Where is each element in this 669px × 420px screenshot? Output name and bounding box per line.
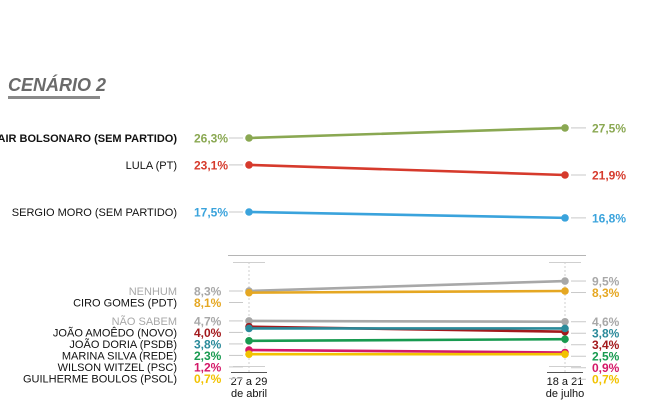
series-line-1 xyxy=(247,163,567,177)
data-point-start xyxy=(245,337,253,345)
start-value-label: 4,0% xyxy=(194,326,222,340)
data-point-start xyxy=(245,288,253,297)
end-value-label: 27,5% xyxy=(592,121,626,135)
series-name-label: SERGIO MORO (SEM PARTIDO) xyxy=(12,207,177,219)
data-point-end xyxy=(561,317,569,326)
series-name-label: JAIR BOLSONARO (SEM PARTIDO) xyxy=(0,133,177,145)
data-point-start xyxy=(245,324,253,333)
x-tick-label-line1: 18 a 21 xyxy=(547,376,584,388)
series-line-5 xyxy=(247,319,567,324)
start-value-label: 23,1% xyxy=(194,158,228,172)
end-value-label: 3,8% xyxy=(592,327,620,341)
series-name-label: NENHUM xyxy=(129,286,177,298)
end-value-label: 9,5% xyxy=(592,275,620,289)
series-line-2 xyxy=(247,210,567,220)
end-value-label: 16,8% xyxy=(592,211,626,225)
data-point-end xyxy=(561,171,569,179)
data-point-end xyxy=(561,124,569,132)
series-name-label: WILSON WITZEL (PSC) xyxy=(58,362,177,374)
end-value-label: 4,6% xyxy=(592,315,620,329)
series-name-label: LULA (PT) xyxy=(126,160,177,172)
x-tick-label-line1: 27 a 29 xyxy=(231,376,268,388)
series-line-9 xyxy=(247,348,567,354)
data-point-start xyxy=(245,134,253,142)
end-value-label: 8,3% xyxy=(592,286,620,300)
series-name-label: MARINA SILVA (REDE) xyxy=(62,350,177,362)
series-line-4 xyxy=(247,289,567,294)
series-labels: JAIR BOLSONARO (SEM PARTIDO) 26,3% LULA (P… xyxy=(0,121,626,386)
start-value-label: 0,7% xyxy=(194,372,222,386)
series-lines xyxy=(247,126,567,356)
start-value-label: 8,3% xyxy=(194,285,222,299)
data-point-start xyxy=(245,208,253,216)
data-point-end xyxy=(561,277,569,285)
end-value-label: 2,5% xyxy=(592,350,620,364)
series-line-3 xyxy=(247,279,567,293)
series-name-label: NÃO SABEM xyxy=(112,315,177,328)
data-point-start xyxy=(245,317,253,325)
chart-title: CENÁRIO 2 xyxy=(8,74,106,95)
data-point-end xyxy=(561,350,569,358)
x-tick-label-line2: de abril xyxy=(231,388,267,400)
series-name-label: GUILHERME BOULOS (PSOL) xyxy=(23,373,177,385)
data-point-start xyxy=(245,350,253,358)
data-point-end xyxy=(561,214,569,222)
series-name-label: JOÃO AMOÊDO (NOVO) xyxy=(53,326,177,339)
start-value-label: 3,8% xyxy=(194,337,222,351)
end-value-label: 21,9% xyxy=(592,169,626,183)
series-points xyxy=(245,124,569,358)
series-name-label: JOÃO DORIA (PSDB) xyxy=(69,338,177,351)
end-value-label: 3,4% xyxy=(592,338,620,352)
start-value-label: 17,5% xyxy=(194,206,228,220)
start-value-label: 1,2% xyxy=(194,360,222,374)
series-line-0 xyxy=(247,126,567,140)
start-value-label: 8,1% xyxy=(194,296,222,310)
series-line-8 xyxy=(247,337,567,343)
data-point-end xyxy=(561,287,569,295)
start-value-label: 2,3% xyxy=(194,349,222,363)
series-name-label: CIRO GOMES (PDT) xyxy=(73,298,177,310)
data-point-end xyxy=(561,324,569,333)
start-value-label: 4,7% xyxy=(194,314,222,328)
end-value-label: 0,9% xyxy=(592,361,620,375)
end-value-label: 0,7% xyxy=(592,373,620,387)
data-point-start xyxy=(245,161,253,169)
data-point-end xyxy=(561,335,569,343)
x-tick-label-line2: de julho xyxy=(546,388,585,400)
start-value-label: 26,3% xyxy=(194,132,228,146)
